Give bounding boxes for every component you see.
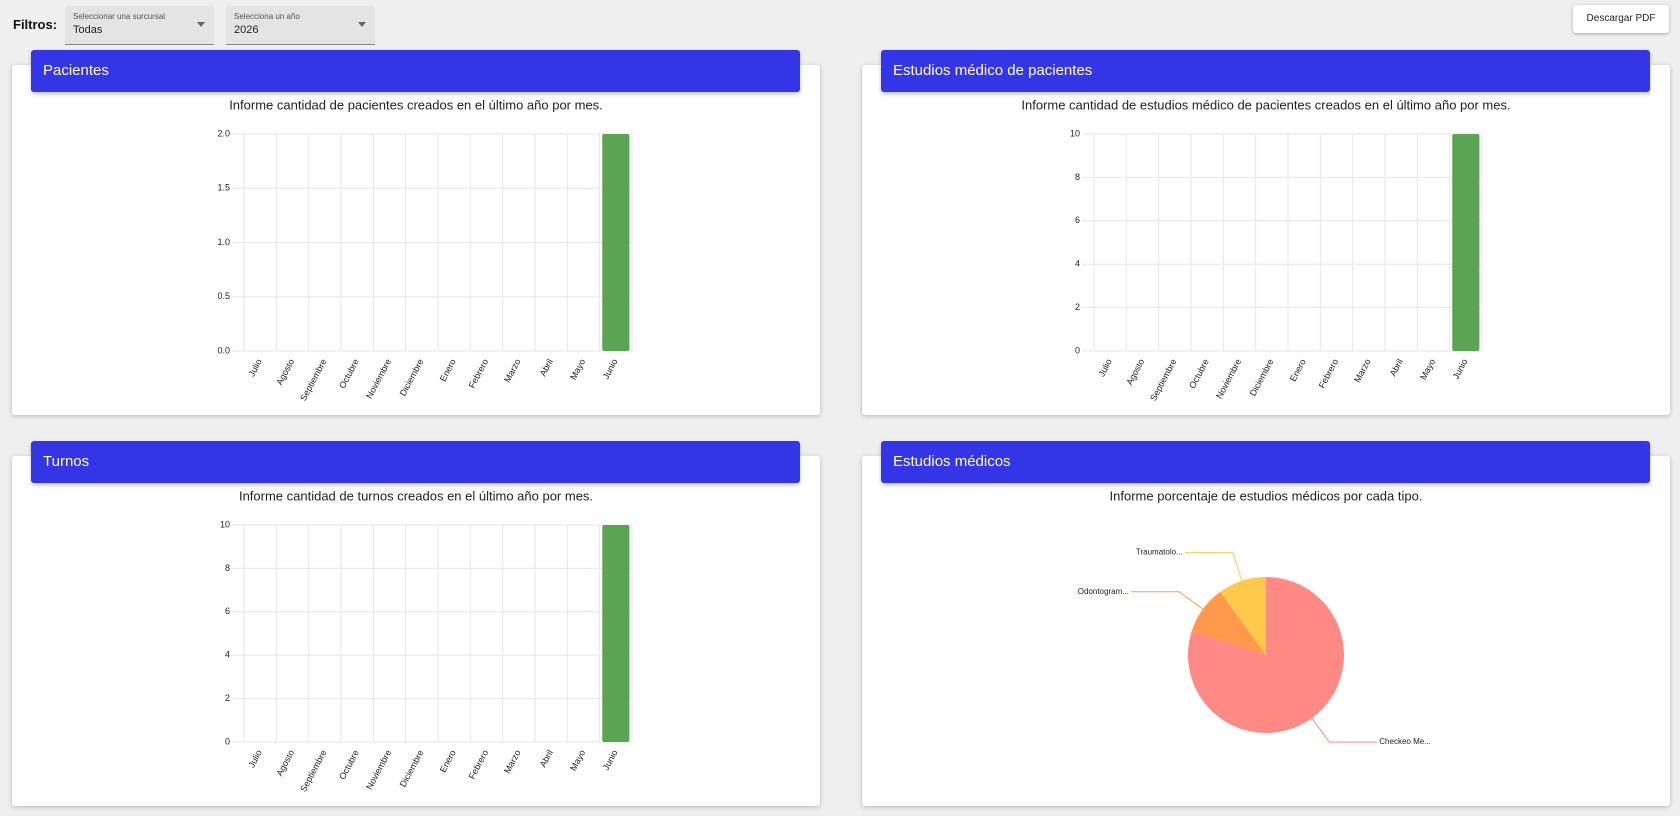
y-tick-label: 1.0 [217,237,230,247]
select-label: Seleccionar una surcursal [73,12,166,21]
chart-title: Informe cantidad de pacientes creados en… [229,97,603,112]
branch-select[interactable]: Seleccionar una surcursal Todas [65,6,214,45]
y-tick-label: 1.5 [217,183,230,193]
x-tick-label: Julio [1096,357,1114,378]
slice-label: Checkeo Me... [1379,737,1431,746]
x-tick-label: Mayo [568,357,587,381]
y-tick-label: 0 [1075,345,1080,355]
x-tick-label: Abril [1388,357,1405,378]
slice-label: Odontogram... [1078,587,1129,596]
x-tick-label: Julio [246,748,264,769]
x-tick-label: Octubre [1187,357,1211,390]
y-tick-label: 8 [1075,172,1080,182]
y-tick-label: 6 [1075,215,1080,225]
bar [602,134,630,351]
pie-slice [1220,577,1266,655]
chart: Informe cantidad de estudios médico de p… [1021,97,1510,402]
y-tick-label: 0.0 [217,345,230,355]
y-tick-label: 2.0 [217,128,230,138]
y-tick-label: 4 [1075,259,1080,269]
select-value: 2026 [234,24,259,36]
x-tick-label: Agosto [274,748,296,777]
y-tick-label: 2 [225,693,230,703]
x-tick-label: Septiembre [298,748,328,793]
bar [1452,134,1480,351]
x-tick-label: Marzo [502,357,523,384]
chart-title: Informe cantidad de turnos creados en el… [239,488,593,503]
x-tick-label: Febrero [467,748,491,781]
dropdown-arrow [358,22,366,27]
y-tick-label: 4 [225,650,230,660]
x-tick-label: Octubre [337,748,361,781]
x-tick-label: Enero [438,357,458,383]
x-tick-label: Octubre [337,357,361,390]
x-tick-label: Marzo [1352,357,1373,384]
x-tick-label: Diciembre [398,748,426,788]
filters-label: Filtros: [13,17,58,32]
leader-line [1130,591,1204,610]
card-header: Turnos [31,441,800,483]
leader-line [1184,552,1243,581]
x-tick-label: Noviembre [364,357,393,400]
x-tick-label: Agosto [1124,357,1146,386]
y-tick-label: 6 [225,606,230,616]
chart-card: Informe porcentaje de estudios médicos p… [862,441,1670,806]
dropdown-arrow [197,22,205,27]
y-tick-label: 0 [225,736,230,746]
x-tick-label: Marzo [502,748,523,775]
x-tick-label: Diciembre [1248,357,1276,397]
card-header: Estudios médico de pacientes [881,50,1650,92]
x-tick-label: Septiembre [1148,357,1178,402]
y-tick-label: 0.5 [217,291,230,301]
chart-card: Informe cantidad de estudios médico de p… [862,50,1670,415]
x-tick-label: Abril [538,748,555,769]
x-tick-label: Febrero [1317,357,1341,390]
chart-title: Informe cantidad de estudios médico de p… [1021,97,1510,112]
x-tick-label: Agosto [274,357,296,386]
bar [602,525,630,742]
leader-line [1311,717,1378,743]
x-tick-label: Septiembre [298,357,328,402]
x-tick-label: Mayo [1418,357,1437,381]
year-select[interactable]: Selecciona un año 2026 [226,6,375,45]
card-header: Pacientes [31,50,800,92]
x-tick-label: Mayo [568,748,587,772]
x-tick-label: Febrero [467,357,491,390]
y-tick-label: 2 [1075,302,1080,312]
y-tick-label: 10 [220,519,230,529]
slice-label: Traumatolo... [1136,548,1183,557]
x-tick-label: Enero [438,748,458,774]
x-tick-label: Abril [538,357,555,378]
x-tick-label: Enero [1288,357,1308,383]
x-tick-label: Julio [246,357,264,378]
y-tick-label: 8 [225,563,230,573]
card-header: Estudios médicos [881,441,1650,483]
chart-title: Informe porcentaje de estudios médicos p… [1110,488,1423,503]
x-tick-label: Noviembre [364,748,393,791]
chart-card: Informe cantidad de turnos creados en el… [12,441,820,806]
download-button[interactable]: Descargar PDF [1573,5,1669,33]
y-tick-label: 10 [1070,128,1080,138]
x-tick-label: Noviembre [1214,357,1243,400]
x-tick-label: Junio [1451,357,1470,381]
select-label: Selecciona un año [234,12,300,21]
x-tick-label: Diciembre [398,357,426,397]
pie-slice [1191,591,1266,655]
select-value: Todas [73,24,103,36]
x-tick-label: Junio [601,748,620,772]
chart: Informe porcentaje de estudios médicos p… [1078,488,1431,746]
x-tick-label: Junio [601,357,620,381]
chart: Informe cantidad de pacientes creados en… [217,97,633,403]
chart: Informe cantidad de turnos creados en el… [220,488,633,794]
chart-card: Informe cantidad de pacientes creados en… [12,50,820,415]
